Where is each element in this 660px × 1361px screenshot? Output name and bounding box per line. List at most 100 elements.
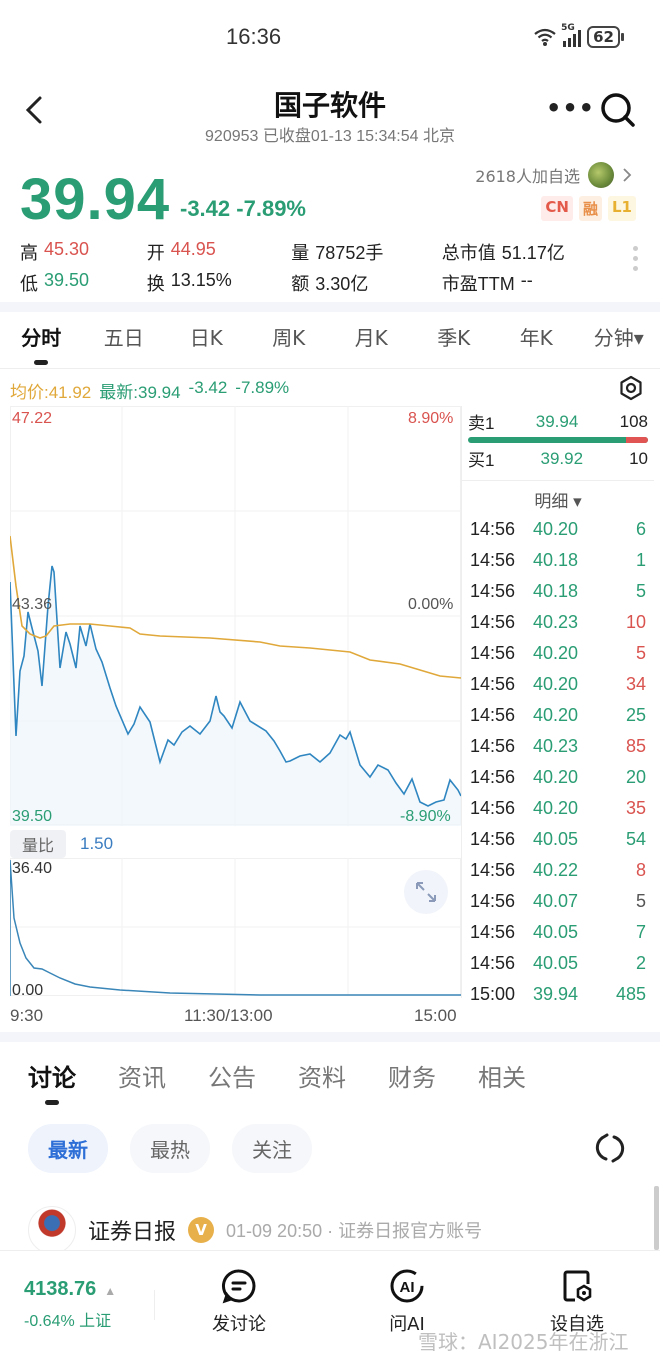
tick-row: 14:56 40.20 5	[462, 638, 654, 669]
tick-time: 14:56	[470, 674, 516, 694]
chart-settings-icon[interactable]	[618, 375, 644, 401]
tick-list[interactable]: 14:56 40.20 6 14:56 40.18 1 14:56 40.18 5 14:56 40…	[462, 514, 654, 1010]
index-ticker[interactable]: 4138.76 ▲ -0.64% 上证	[24, 1278, 116, 1331]
tick-detail-toggle[interactable]: 明细 ▾	[462, 480, 654, 514]
tick-row: 14:56 40.20 20	[462, 762, 654, 793]
chart-info-line: 均价:41.92 最新:39.94 -3.42 -7.89%	[10, 378, 289, 403]
tick-row: 14:56 40.18 5	[462, 576, 654, 607]
tick-vol: 5	[635, 581, 646, 601]
stat-pe-ttm: 市盈TTM --	[441, 269, 533, 294]
tick-price: 40.20	[533, 767, 579, 787]
vol-axis-bottom: 0.00	[12, 982, 44, 999]
tab-intraday[interactable]: 分时	[0, 322, 83, 365]
tick-price: 39.94	[533, 984, 579, 1004]
latest-price: 最新:39.94	[99, 383, 181, 402]
order-book-divider	[461, 406, 462, 998]
chat-bubble-icon	[221, 1269, 256, 1304]
tab-daily-k[interactable]: 日K	[189, 326, 223, 350]
time-axis-start: 9:30	[10, 1006, 44, 1025]
tick-vol: 485	[615, 984, 646, 1004]
sort-filters: 最新 最热 关注	[28, 1124, 312, 1173]
tick-price: 40.23	[533, 736, 579, 756]
filter-following[interactable]: 关注	[232, 1124, 312, 1173]
post-discussion-button[interactable]: 发讨论	[194, 1268, 284, 1336]
tick-price: 40.18	[533, 550, 579, 570]
tick-time: 14:56	[470, 922, 516, 942]
tab-profile[interactable]: 资料	[298, 1064, 346, 1092]
ask-ai-button[interactable]: AI 问AI	[362, 1268, 452, 1336]
more-options-button[interactable]: •••	[546, 94, 596, 122]
tick-row: 14:56 40.20 35	[462, 793, 654, 824]
tab-discussion[interactable]: 讨论	[28, 1058, 76, 1105]
author-name[interactable]: 证券日报	[88, 1220, 177, 1245]
badge-margin: 融	[578, 196, 602, 221]
price-change: -3.42 -7.89%	[180, 196, 306, 222]
axis-bottom-pct: -8.90%	[400, 808, 451, 825]
add-watchlist-button[interactable]: 设自选	[532, 1268, 622, 1336]
tick-price: 40.05	[533, 829, 579, 849]
stat-volume: 量 78752手	[291, 242, 384, 263]
vol-axis-top: 36.40	[12, 860, 53, 877]
tick-row: 14:56 40.20 6	[462, 514, 654, 545]
tick-time: 14:56	[470, 705, 516, 725]
tick-vol: 54	[625, 829, 646, 849]
tick-vol: 85	[625, 736, 646, 756]
tick-vol: 5	[635, 891, 646, 911]
tab-minute[interactable]: 分钟▾	[593, 326, 644, 350]
post-header[interactable]: 证券日报 V 01-09 20:50 · 证券日报官方账号	[28, 1206, 482, 1254]
bid-ask-ratio-bar	[468, 437, 648, 443]
section-divider	[0, 302, 660, 312]
tick-time: 14:56	[470, 860, 516, 880]
network-type: 5G	[561, 23, 575, 33]
tick-time: 14:56	[470, 643, 516, 663]
volume-ratio-selector[interactable]: 量比	[10, 830, 67, 858]
quote-stats: 高 45.30 开 44.95 量 78752手 总市值 51.17亿 低 39.50 换…	[20, 236, 620, 298]
index-value: 4138.76	[24, 1278, 97, 1300]
tick-vol: 8	[635, 860, 646, 880]
fullscreen-button[interactable]	[404, 870, 448, 914]
tick-vol: 20	[625, 767, 646, 787]
tab-five-day[interactable]: 五日	[103, 326, 144, 350]
tick-time: 14:56	[470, 891, 516, 911]
filter-latest[interactable]: 最新	[28, 1124, 108, 1173]
tick-price: 40.20	[533, 519, 579, 539]
tick-time: 14:56	[470, 829, 516, 849]
status-icons: 5G 62	[533, 23, 624, 48]
filter-hottest[interactable]: 最热	[130, 1124, 210, 1173]
refresh-icon[interactable]	[592, 1130, 628, 1166]
follower-avatar	[588, 162, 614, 188]
tab-quarterly-k[interactable]: 季K	[437, 326, 471, 350]
tick-price: 40.20	[533, 705, 579, 725]
bottom-divider	[154, 1290, 155, 1320]
tab-yearly-k[interactable]: 年K	[519, 326, 553, 350]
volume-ratio-value: 1.50	[80, 834, 114, 853]
tick-price: 40.22	[533, 860, 579, 880]
tab-news[interactable]: 资讯	[118, 1064, 166, 1092]
tab-announcements[interactable]: 公告	[208, 1064, 256, 1092]
tick-vol: 10	[625, 612, 646, 632]
search-icon[interactable]	[598, 90, 638, 130]
scrollbar[interactable]	[654, 1186, 659, 1250]
tick-vol: 5	[635, 643, 646, 663]
tick-row: 14:56 40.20 25	[462, 700, 654, 731]
tick-row: 14:56 40.23 10	[462, 607, 654, 638]
tab-weekly-k[interactable]: 周K	[272, 326, 306, 350]
battery-indicator: 62	[587, 26, 624, 48]
tick-price: 40.07	[533, 891, 579, 911]
tab-related[interactable]: 相关	[478, 1064, 526, 1092]
tab-financials[interactable]: 财务	[388, 1064, 436, 1092]
axis-top-pct: 8.90%	[408, 410, 454, 427]
back-arrow-icon[interactable]	[20, 90, 50, 130]
intraday-price-chart[interactable]	[10, 406, 461, 826]
tab-monthly-k[interactable]: 月K	[354, 326, 388, 350]
tabs-divider	[0, 368, 660, 369]
expand-stats-icon[interactable]	[633, 246, 638, 271]
tick-row: 15:00 39.94 485	[462, 979, 654, 1010]
signal-icon: 5G	[561, 23, 582, 47]
latest-change: -3.42	[188, 378, 228, 397]
tick-vol: 35	[625, 798, 646, 818]
author-avatar[interactable]	[28, 1206, 76, 1254]
time-axis-end: 15:00	[414, 1006, 457, 1025]
latest-pct: -7.89%	[235, 378, 290, 397]
watchlist-followers[interactable]: 2618人加自选	[475, 162, 632, 188]
